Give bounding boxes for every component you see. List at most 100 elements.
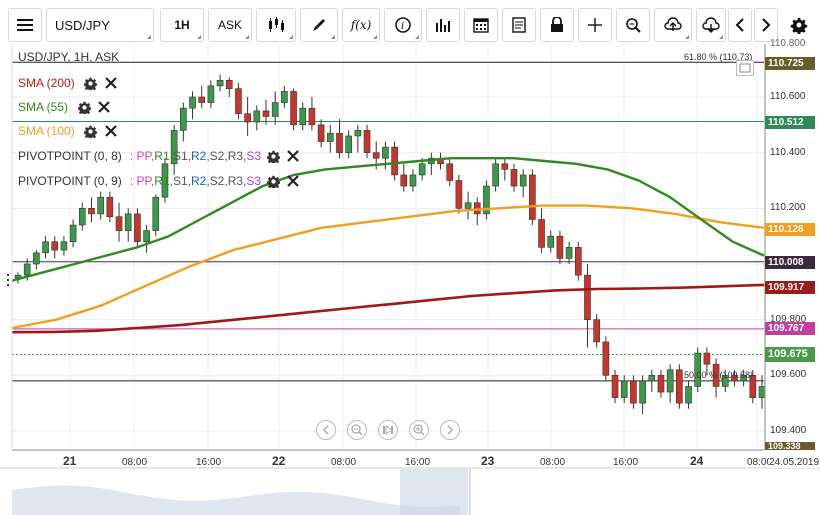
close-icon[interactable] <box>103 75 119 91</box>
timeframe-select[interactable]: 1H <box>160 8 204 42</box>
news-button[interactable] <box>502 8 536 42</box>
indicator-label: PIVOTPOINT (0, 8) <box>18 149 122 163</box>
price-axis-label: 110.600 <box>770 91 806 102</box>
crosshair-icon <box>588 18 602 32</box>
candle-body <box>740 375 747 382</box>
candle-body <box>207 85 215 103</box>
indicator-pivot-8: PIVOTPOINT (0, 8) : PP, R1, S1, R2, S2, … <box>18 147 305 165</box>
time-label: 08:00 <box>747 457 773 468</box>
candle-body <box>657 375 665 393</box>
info-icon: i <box>395 17 411 33</box>
candle-body <box>400 174 408 187</box>
next-button[interactable] <box>754 8 778 42</box>
indicator-label: SMA (55) <box>18 100 69 114</box>
gear-icon[interactable] <box>76 99 92 115</box>
price-tag-sma100: 110.126 <box>765 223 815 236</box>
time-label: 21 <box>63 454 77 468</box>
time-label: 16:00 <box>613 457 639 468</box>
chevron-left-icon <box>323 425 329 435</box>
candle-body <box>630 380 637 404</box>
symbol-value: USD/JPY <box>55 17 110 33</box>
candle-body <box>593 319 600 343</box>
candle-body <box>538 219 545 248</box>
candle-body <box>51 241 59 251</box>
candle-body <box>336 132 343 153</box>
candle-body <box>281 91 288 103</box>
pivot-s3: S3 <box>246 149 262 163</box>
candles-icon <box>269 17 284 32</box>
download-button[interactable] <box>696 8 726 42</box>
candle-body <box>519 174 527 187</box>
scroll-left-button[interactable] <box>316 420 336 440</box>
price-tag-fib618: 110.725 <box>765 57 815 70</box>
info-button[interactable]: i <box>384 8 422 42</box>
zoom-out-button[interactable] <box>347 420 367 440</box>
sma-lines <box>11 156 765 334</box>
gear-icon[interactable] <box>265 173 281 189</box>
volume-button[interactable] <box>426 8 460 42</box>
candle-body <box>712 363 720 387</box>
close-icon[interactable] <box>103 123 119 139</box>
candle-body <box>529 174 536 220</box>
scroll-right-button[interactable] <box>440 420 460 440</box>
crosshair-button[interactable] <box>578 8 612 42</box>
menu-button[interactable] <box>8 8 42 42</box>
candle-body <box>345 135 352 153</box>
candle-body <box>78 208 86 226</box>
close-icon[interactable] <box>96 99 112 115</box>
candle-body <box>106 196 114 217</box>
fullscreen-button[interactable] <box>736 60 754 76</box>
candle-body <box>143 230 150 243</box>
price-axis-label: 109.800 <box>770 314 807 325</box>
cloud-download-icon <box>702 17 720 33</box>
calendar-button[interactable] <box>464 8 498 42</box>
settings-button[interactable] <box>784 8 814 42</box>
draw-tools-button[interactable] <box>300 8 338 42</box>
close-icon[interactable] <box>285 148 301 164</box>
candle-body <box>317 124 325 142</box>
chart-type-button[interactable] <box>256 8 296 42</box>
fib-label-50: 50.00 % (109.58) <box>684 370 754 380</box>
lock-button[interactable] <box>540 8 574 42</box>
close-icon[interactable] <box>285 173 301 189</box>
candle-body <box>666 369 674 393</box>
candle-body <box>721 375 729 387</box>
candle-body <box>60 241 68 251</box>
pivot-r2: R2, <box>190 149 210 163</box>
zoom-button[interactable] <box>616 8 650 42</box>
prev-button[interactable] <box>728 8 752 42</box>
candle-body <box>170 130 178 165</box>
price-tag-sma200: 109.917 <box>765 281 815 294</box>
gear-icon[interactable] <box>83 75 99 91</box>
price-tag-pp: 110.008 <box>765 256 815 269</box>
candle-body <box>88 208 95 215</box>
candle-body <box>42 241 49 254</box>
time-label: 23 <box>481 454 495 468</box>
pivot-s2: S2, <box>209 149 228 163</box>
navigator-area <box>12 485 460 515</box>
indicators-button[interactable]: f(x) <box>342 8 380 42</box>
symbol-select[interactable]: USD/JPY <box>46 8 154 42</box>
candle-body <box>749 375 757 398</box>
candle-body <box>676 369 683 404</box>
candle-body <box>464 202 472 209</box>
candle-body <box>134 213 141 243</box>
candle-body <box>299 107 307 126</box>
candle-body <box>225 80 233 89</box>
gear-icon[interactable] <box>83 123 99 139</box>
drag-grip <box>7 279 9 281</box>
pivot-s1: S1, <box>172 174 191 188</box>
price-tag-current: 109.675 <box>765 347 815 362</box>
gear-icon[interactable] <box>265 148 281 164</box>
price-type-select[interactable]: ASK <box>208 8 252 42</box>
zoom-in-button[interactable] <box>409 420 429 440</box>
reset-view-button[interactable] <box>378 420 398 440</box>
chevron-left-icon <box>735 18 744 32</box>
candle-body <box>501 163 509 170</box>
upload-button[interactable] <box>654 8 692 42</box>
candle-body <box>115 216 123 231</box>
svg-text:i: i <box>401 21 404 32</box>
sma55-line <box>11 156 765 282</box>
time-label: 08:00 <box>331 457 357 468</box>
